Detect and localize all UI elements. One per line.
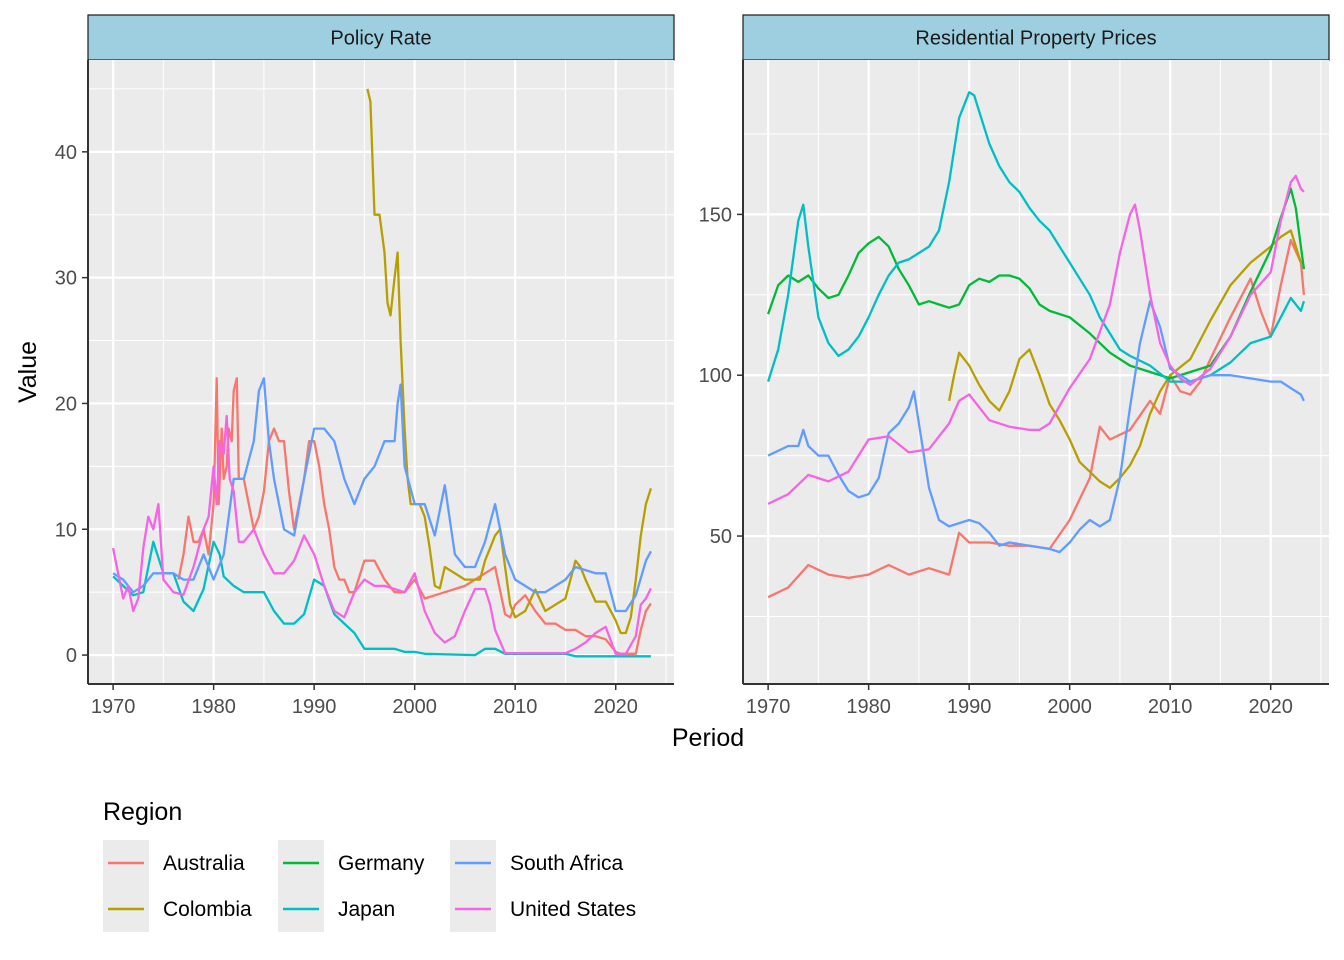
residential-property-prices-strip (742, 14, 1330, 61)
series-line-united-states (767, 174, 1305, 505)
y-tick-label: 10 (55, 519, 77, 541)
series-line-united-states (111, 414, 652, 655)
y-axis-title: Value (14, 341, 42, 403)
legend-label-japan: Japan (338, 898, 395, 921)
legend-label-australia: Australia (163, 852, 245, 875)
series-line-south-africa (767, 300, 1305, 554)
policy-rate-panel: Policy Rate 1970 1980 1990 2000 2010 2020 0 10 2… (55, 14, 675, 718)
residential-property-prices-plot-background (743, 60, 1329, 684)
residential-property-prices-panel: Residential Property Prices 1970 1980 1990… (699, 14, 1330, 718)
policy-rate-strip-label: Policy Rate (330, 28, 431, 50)
x-tick-label: 2000 (392, 696, 437, 718)
x-tick-label: 2010 (493, 696, 538, 718)
x-tick-label: 1980 (191, 696, 236, 718)
x-tick-label: 2020 (1248, 696, 1293, 718)
x-tick-label: 2020 (593, 696, 638, 718)
x-tick-label: 1990 (947, 696, 992, 718)
x-tick-label: 2010 (1148, 696, 1193, 718)
y-tick-label: 100 (699, 365, 732, 387)
y-tick-label: 0 (66, 645, 77, 667)
y-tick-label: 20 (55, 393, 77, 415)
x-tick-label: 1990 (292, 696, 337, 718)
legend-label-united-states: United States (510, 898, 636, 921)
x-tick-label: 1970 (91, 696, 136, 718)
series-line-japan (112, 540, 651, 658)
x-axis-title: Period (672, 724, 744, 752)
legend-label-south-africa: South Africa (510, 852, 624, 875)
policy-rate-strip (87, 14, 675, 61)
legend: Region Australia Colombia Germany Japan Sout… (103, 798, 636, 932)
series-line-australia (767, 238, 1306, 599)
legend-label-germany: Germany (338, 852, 425, 875)
y-tick-label: 40 (55, 142, 77, 164)
x-tick-label: 1980 (846, 696, 891, 718)
legend-label-colombia: Colombia (163, 898, 252, 921)
x-tick-label: 1970 (746, 696, 791, 718)
x-tick-label: 2000 (1047, 696, 1092, 718)
legend-title: Region (103, 798, 182, 826)
y-tick-label: 30 (55, 268, 77, 290)
series-line-colombia (366, 88, 652, 635)
y-tick-label: 150 (699, 204, 732, 226)
y-tick-label: 50 (710, 526, 732, 548)
policy-rate-plot-background (88, 60, 674, 684)
series-line-colombia (947, 229, 1302, 489)
series-line-south-africa (112, 377, 652, 613)
residential-property-prices-strip-label: Residential Property Prices (915, 28, 1156, 50)
